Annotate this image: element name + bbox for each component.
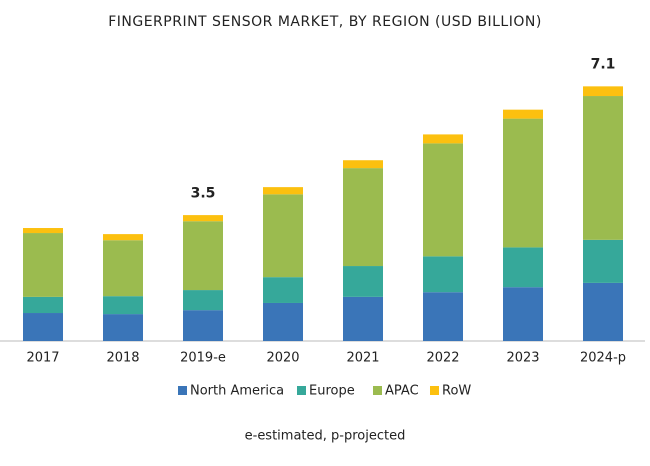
legend-label: North America [190,384,284,399]
bar-segment [103,240,143,297]
bar-segment [583,96,623,240]
bar-segment [103,234,143,241]
bar-segment [103,314,143,341]
bar-segment [503,247,543,288]
bar-segment [183,215,223,222]
bar-segment [183,221,223,291]
bar-segment [23,313,63,341]
x-tick-label: 2017 [26,351,59,366]
total-label: 7.1 [591,56,616,72]
bar-segment [103,296,143,315]
x-tick-label: 2021 [346,351,379,366]
bar-segment [263,187,303,195]
legend-swatch [178,386,187,395]
bar-segment [343,168,383,267]
bar-segment [503,109,543,119]
x-tick-label: 2020 [266,351,299,366]
bar-segment [423,256,463,293]
bar-segment [23,233,63,297]
x-tick-label: 2022 [426,351,459,366]
total-label: 3.5 [191,185,216,201]
x-tick-label: 2019-e [180,351,226,366]
bar-segment [423,134,463,144]
bar-segment [263,277,303,303]
bar-segment [503,287,543,341]
bar-segment [23,296,63,314]
legend-swatch [430,386,439,395]
x-tick-label: 2024-p [580,351,626,366]
bar-segment [343,266,383,297]
bar-segment [343,160,383,169]
bar-segment [583,239,623,283]
bar-segment [263,302,303,341]
legend-label: Europe [309,384,355,399]
footnote: e-estimated, p-projected [245,429,406,444]
bar-segment [183,290,223,311]
bar-segment [503,118,543,248]
bar-segment [343,296,383,341]
bar-segment [423,143,463,257]
bar-segment [183,310,223,341]
x-tick-label: 2023 [506,351,539,366]
bar-segment [583,282,623,341]
legend-swatch [373,386,382,395]
legend-label: RoW [442,384,471,399]
x-tick-label: 2018 [106,351,139,366]
bar-segment [23,228,63,234]
bar-segment [423,292,463,341]
bar-segment [263,194,303,278]
legend-label: APAC [385,384,419,399]
bar-segment [583,86,623,97]
legend-swatch [297,386,306,395]
chart-title: FINGERPRINT SENSOR MARKET, BY REGION (US… [108,14,542,30]
